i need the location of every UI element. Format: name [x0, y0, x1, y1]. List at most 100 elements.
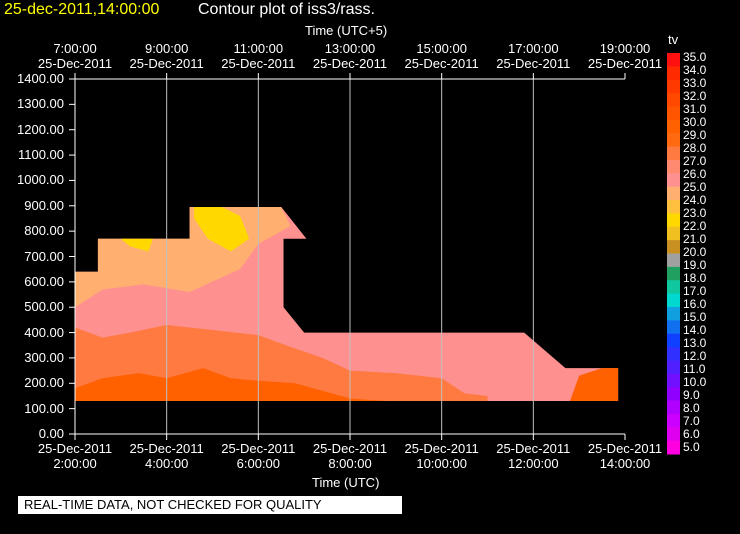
x-tick-label-bottom: 25-Dec-2011 4:00:00: [129, 441, 204, 471]
y-tick-label: 500.00: [24, 299, 64, 315]
colorbar-level-label: 23.0: [683, 206, 707, 220]
colorbar-level-label: 21.0: [683, 232, 707, 246]
y-tick-label: 1000.00: [17, 172, 64, 188]
colorbar-level-label: 10.0: [683, 375, 707, 389]
colorbar-swatch: [667, 200, 680, 214]
colorbar-level-label: 27.0: [683, 154, 707, 168]
colorbar-swatch: [667, 387, 680, 402]
colorbar-swatch: [667, 146, 680, 161]
colorbar-level-label: 26.0: [683, 167, 707, 181]
x-tick-label-bottom: 25-Dec-2011 10:00:00: [404, 441, 479, 471]
y-tick-label: 1300.00: [17, 96, 64, 112]
colorbar-swatch: [667, 333, 680, 348]
colorbar-level-label: 9.0: [683, 388, 700, 402]
x-tick-label-bottom: 25-Dec-2011 8:00:00: [312, 441, 388, 471]
colorbar-level-label: 20.0: [683, 245, 707, 259]
header-date: 25-dec-2011,14:00:00: [4, 1, 160, 18]
colorbar-level-label: 14.0: [683, 323, 707, 337]
colorbar-swatch: [667, 320, 680, 335]
colorbar-level-label: 34.0: [683, 63, 707, 77]
y-tick-label: 1100.00: [17, 147, 64, 163]
colorbar-level-label: 13.0: [683, 336, 707, 350]
x-tick-label-top: 17:00:00 25-Dec-2011: [496, 41, 571, 71]
y-tick-label: 1400.00: [17, 71, 64, 86]
y-tick-label: 300.00: [24, 349, 64, 365]
colorbar-level-label: 29.0: [683, 128, 707, 142]
colorbar-level-label: 22.0: [683, 219, 707, 233]
colorbar-swatch: [667, 253, 680, 268]
x-axis-bottom-title: Time (UTC): [312, 475, 380, 490]
y-tick-label: 100.00: [24, 400, 64, 416]
colorbar-swatch: [667, 400, 680, 415]
colorbar-level-label: 18.0: [683, 271, 707, 285]
colorbar-swatch: [667, 413, 680, 428]
y-tick-label: 900.00: [24, 197, 64, 213]
colorbar-swatch: [667, 173, 680, 188]
colorbar-swatch: [667, 159, 680, 174]
colorbar-swatch: [667, 306, 680, 321]
chart-title: Contour plot of iss3/rass.: [198, 1, 375, 18]
quality-warning: REAL-TIME DATA, NOT CHECKED FOR QUALITY: [18, 496, 402, 514]
y-tick-label: 800.00: [24, 223, 64, 239]
colorbar-swatch: [667, 66, 680, 81]
y-tick-label: 700.00: [24, 248, 64, 264]
colorbar-swatch: [667, 119, 680, 134]
x-tick-label-top: 9:00:00 25-Dec-2011: [129, 41, 204, 71]
x-tick-label-top: 11:00:00 25-Dec-2011: [221, 41, 296, 71]
x-tick-label-top: 19:00:00 25-Dec-2011: [587, 41, 663, 71]
colorbar-swatch: [667, 53, 680, 67]
colorbar-level-label: 12.0: [683, 349, 707, 363]
colorbar-swatch: [667, 186, 680, 201]
y-tick-label: 200.00: [24, 375, 64, 391]
colorbar-level-label: 11.0: [683, 362, 706, 376]
x-tick-label-bottom: 25-Dec-2011 2:00:00: [37, 441, 113, 471]
colorbar-swatch: [667, 240, 680, 254]
colorbar-level-label: 28.0: [683, 141, 707, 155]
colorbar-level-label: 31.0: [683, 102, 707, 116]
colorbar-level-label: 35.0: [683, 50, 707, 64]
colorbar-level-label: 15.0: [683, 310, 707, 324]
colorbar-swatch: [667, 427, 680, 442]
colorbar-swatch: [667, 266, 680, 281]
colorbar-swatch: [667, 293, 680, 308]
colorbar-swatch: [667, 360, 680, 375]
y-tick-label: 0.00: [38, 426, 64, 441]
x-tick-label-bottom: 25-Dec-2011 6:00:00: [221, 441, 296, 471]
colorbar-swatch: [667, 213, 680, 228]
colorbar-level-label: 32.0: [683, 89, 707, 103]
contour-region-23a: [120, 238, 153, 252]
colorbar-level-label: 6.0: [683, 427, 700, 441]
colorbar-level-label: 8.0: [683, 401, 700, 415]
colorbar-level-label: 5.0: [683, 440, 700, 454]
colorbar-level-label: 24.0: [683, 193, 707, 207]
colorbar-swatch: [667, 347, 680, 361]
x-tick-label-top: 15:00:00 25-Dec-2011: [404, 41, 479, 71]
colorbar-swatch: [667, 440, 680, 455]
colorbar-label: tv: [668, 32, 679, 47]
colorbar-swatch: [667, 226, 680, 241]
colorbar-level-label: 7.0: [683, 414, 700, 428]
contour-region-29b: [570, 368, 619, 402]
contour-region-23b: [194, 207, 250, 252]
x-tick-label-bottom: 25-Dec-2011 14:00:00: [587, 441, 663, 471]
y-tick-label: 1200.00: [17, 121, 64, 137]
x-tick-label-top: 7:00:00 25-Dec-2011: [37, 41, 113, 71]
colorbar-level-label: 19.0: [683, 258, 707, 272]
colorbar-swatch: [667, 133, 680, 148]
colorbar-swatch: [667, 373, 680, 388]
colorbar-swatch: [667, 93, 680, 107]
colorbar-level-label: 17.0: [683, 284, 707, 298]
colorbar-level-label: 25.0: [683, 180, 707, 194]
colorbar-level-label: 30.0: [683, 115, 707, 129]
x-axis-top-title: Time (UTC+5): [305, 23, 388, 38]
x-tick-label-bottom: 25-Dec-2011 12:00:00: [496, 441, 571, 471]
colorbar-swatch: [667, 79, 680, 94]
contour-region-29: [75, 368, 387, 402]
colorbar-level-label: 33.0: [683, 76, 707, 90]
x-tick-label-top: 13:00:00 25-Dec-2011: [312, 41, 388, 71]
y-tick-label: 600.00: [24, 273, 64, 289]
y-tick-label: 400.00: [24, 324, 64, 340]
colorbar-swatch: [667, 280, 680, 295]
colorbar-level-label: 16.0: [683, 297, 707, 311]
